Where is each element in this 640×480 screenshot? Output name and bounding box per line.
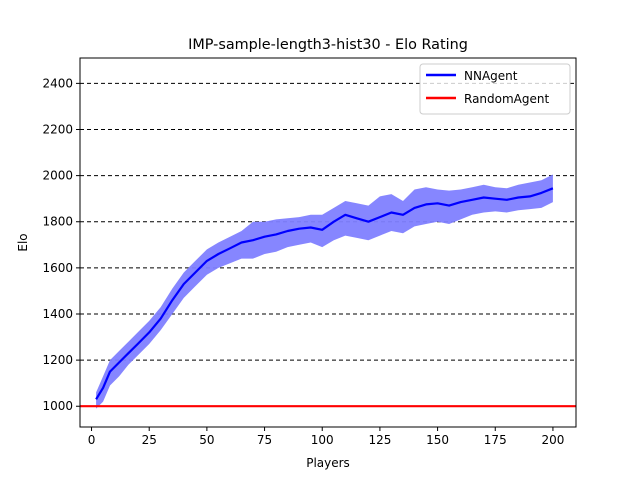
legend-label-randomagent: RandomAgent [464, 92, 549, 106]
y-tick-label: 2200 [42, 122, 73, 136]
series-lines [80, 187, 576, 408]
confidence-band [96, 174, 553, 409]
x-tick-label: 175 [484, 433, 507, 447]
y-axis-ticks: 1000 1200 1400 1600 1800 2000 2200 2400 [42, 76, 80, 413]
x-axis-ticks: 0 25 50 75 100 125 150 175 200 [88, 427, 564, 447]
y-tick-label: 2400 [42, 76, 73, 90]
x-tick-label: 50 [199, 433, 214, 447]
y-tick-label: 1200 [42, 353, 73, 367]
legend-box [419, 63, 571, 115]
y-tick-label: 2000 [42, 169, 73, 183]
x-tick-label: 100 [311, 433, 334, 447]
y-tick-label: 1400 [42, 307, 73, 321]
nnagent-line [95, 187, 554, 400]
y-tick-label: 1600 [42, 261, 73, 275]
chart-title: IMP-sample-length3-hist30 - Elo Rating [188, 37, 468, 53]
x-axis-label: Players [306, 456, 350, 470]
y-tick-label: 1000 [42, 399, 73, 413]
nnagent-band [96, 174, 553, 409]
x-tick-label: 150 [426, 433, 449, 447]
y-axis-label: Elo [16, 233, 30, 251]
y-tick-label: 1800 [42, 215, 73, 229]
plot-frame [79, 57, 577, 428]
x-tick-label: 25 [142, 433, 157, 447]
x-tick-label: 75 [257, 433, 272, 447]
legend-label-nnagent: NNAgent [464, 69, 518, 83]
legend: NNAgent RandomAgent [419, 63, 571, 115]
x-tick-label: 125 [368, 433, 391, 447]
x-tick-label: 200 [541, 433, 564, 447]
x-tick-label: 0 [88, 433, 96, 447]
